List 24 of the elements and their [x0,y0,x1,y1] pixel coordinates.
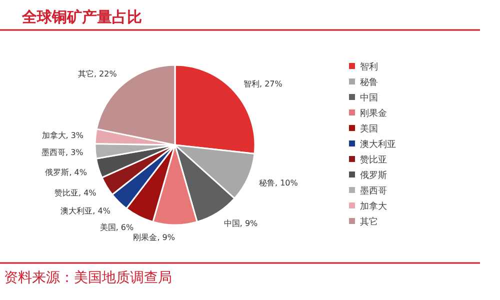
chart-title: 全球铜矿产量占比 [21,8,142,26]
data-label: 美国, 6% [100,223,134,232]
legend-label: 刚果金 [360,108,387,119]
data-label: 加拿大, 3% [42,131,84,140]
data-label: 墨西哥, 3% [41,148,84,158]
legend-label: 其它 [360,216,378,228]
data-label: 刚果金, 9% [133,233,176,242]
legend-label: 赞比亚 [360,154,387,166]
legend-label: 澳大利亚 [360,139,396,150]
legend-label: 美国 [360,124,378,134]
legend-label: 加拿大 [360,201,387,212]
data-label: 其它, 22% [78,70,118,79]
legend-label: 墨西哥 [360,186,387,196]
legend-label: 秘鲁 [360,77,378,88]
data-label: 俄罗斯, 4% [45,168,88,177]
legend-label: 中国 [360,92,378,104]
data-label: 中国, 9% [224,218,258,228]
data-label: 智利, 27% [243,80,283,89]
data-label: 赞比亚, 4% [54,188,97,198]
text: 资料来源：美国地质调查局 [4,270,172,286]
legend-label: 智利 [360,62,378,72]
data-label: 秘鲁, 10% [259,178,298,188]
legend-label: 俄罗斯 [360,170,387,181]
data-label: 澳大利亚, 4% [60,206,111,216]
